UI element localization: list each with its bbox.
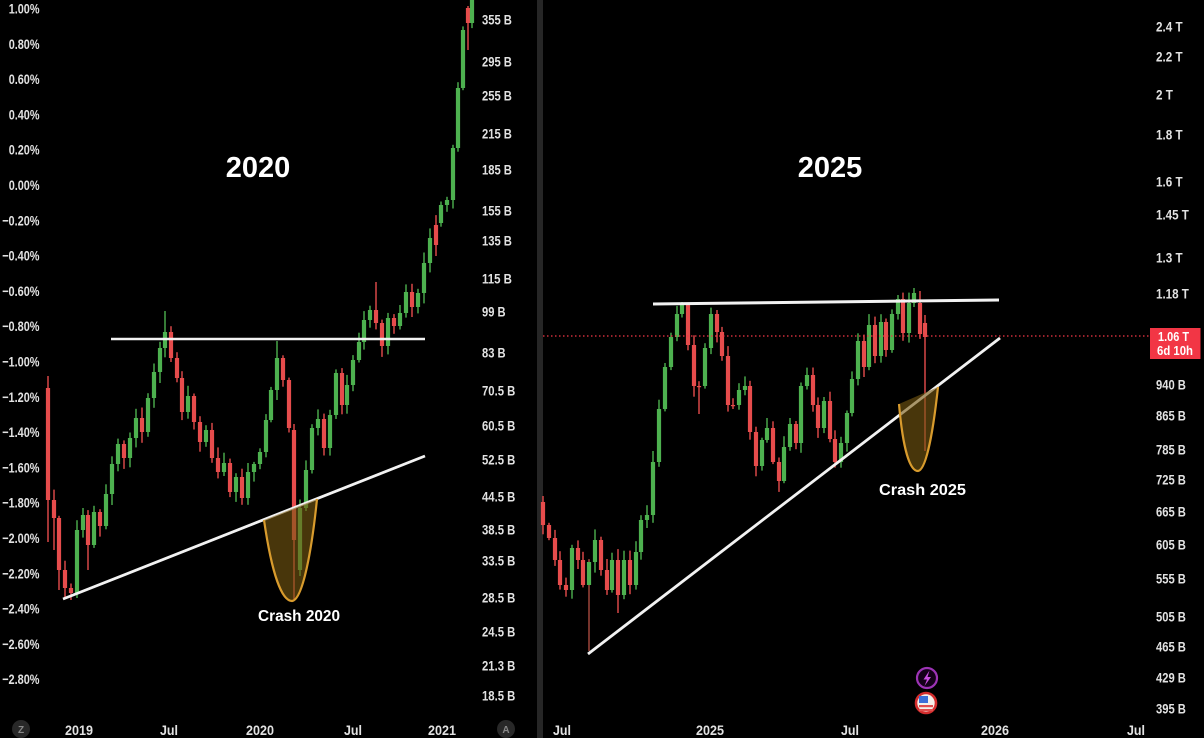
svg-text:0.20%: 0.20% bbox=[9, 142, 40, 158]
svg-text:2 T: 2 T bbox=[1156, 87, 1173, 103]
svg-text:−1.40%: −1.40% bbox=[2, 424, 40, 440]
svg-text:−2.40%: −2.40% bbox=[2, 601, 40, 617]
svg-text:2026: 2026 bbox=[981, 722, 1009, 738]
svg-text:1.00%: 1.00% bbox=[9, 1, 40, 17]
svg-text:2020: 2020 bbox=[246, 722, 274, 738]
svg-text:605 B: 605 B bbox=[1156, 537, 1186, 553]
svg-text:2019: 2019 bbox=[65, 722, 93, 738]
svg-text:24.5 B: 24.5 B bbox=[482, 624, 515, 640]
svg-text:1.06 T: 1.06 T bbox=[1158, 329, 1189, 344]
svg-text:465 B: 465 B bbox=[1156, 639, 1186, 655]
svg-text:6d 10h: 6d 10h bbox=[1157, 343, 1193, 358]
svg-text:0.40%: 0.40% bbox=[9, 106, 40, 122]
svg-text:1.6 T: 1.6 T bbox=[1156, 174, 1183, 190]
svg-text:−2.20%: −2.20% bbox=[2, 565, 40, 581]
svg-text:21.3 B: 21.3 B bbox=[482, 658, 515, 674]
svg-text:2.2 T: 2.2 T bbox=[1156, 49, 1183, 65]
svg-text:Crash 2025: Crash 2025 bbox=[879, 482, 966, 499]
svg-text:−0.60%: −0.60% bbox=[2, 283, 40, 299]
svg-text:38.5 B: 38.5 B bbox=[482, 522, 515, 538]
svg-text:−2.80%: −2.80% bbox=[2, 671, 40, 687]
svg-text:115 B: 115 B bbox=[482, 271, 512, 287]
svg-text:Jul: Jul bbox=[160, 722, 178, 738]
svg-text:28.5 B: 28.5 B bbox=[482, 590, 515, 606]
svg-text:−1.60%: −1.60% bbox=[2, 459, 40, 475]
svg-text:−2.00%: −2.00% bbox=[2, 530, 40, 546]
svg-text:Crash 2020: Crash 2020 bbox=[258, 608, 340, 625]
svg-text:155 B: 155 B bbox=[482, 203, 512, 219]
svg-text:505 B: 505 B bbox=[1156, 609, 1186, 625]
svg-text:Jul: Jul bbox=[553, 722, 571, 738]
svg-text:A: A bbox=[502, 725, 509, 736]
svg-text:18.5 B: 18.5 B bbox=[482, 688, 515, 704]
svg-text:1.8 T: 1.8 T bbox=[1156, 127, 1183, 143]
svg-text:0.80%: 0.80% bbox=[9, 36, 40, 52]
svg-text:185 B: 185 B bbox=[482, 162, 512, 178]
svg-text:−1.00%: −1.00% bbox=[2, 354, 40, 370]
svg-text:−0.20%: −0.20% bbox=[2, 212, 40, 228]
svg-text:52.5 B: 52.5 B bbox=[482, 452, 515, 468]
svg-text:295 B: 295 B bbox=[482, 54, 512, 70]
svg-text:−0.80%: −0.80% bbox=[2, 318, 40, 334]
svg-text:−1.20%: −1.20% bbox=[2, 389, 40, 405]
svg-text:135 B: 135 B bbox=[482, 233, 512, 249]
svg-text:2025: 2025 bbox=[696, 722, 724, 738]
svg-text:Jul: Jul bbox=[841, 722, 859, 738]
svg-text:70.5 B: 70.5 B bbox=[482, 383, 515, 399]
svg-text:429 B: 429 B bbox=[1156, 670, 1186, 686]
svg-text:665 B: 665 B bbox=[1156, 504, 1186, 520]
svg-text:865 B: 865 B bbox=[1156, 408, 1186, 424]
svg-text:2025: 2025 bbox=[798, 152, 863, 184]
svg-text:725 B: 725 B bbox=[1156, 472, 1186, 488]
svg-text:44.5 B: 44.5 B bbox=[482, 489, 515, 505]
svg-text:2.4 T: 2.4 T bbox=[1156, 19, 1183, 35]
svg-text:60.5 B: 60.5 B bbox=[482, 418, 515, 434]
svg-text:0.00%: 0.00% bbox=[9, 177, 40, 193]
svg-text:395 B: 395 B bbox=[1156, 701, 1186, 717]
svg-text:−0.40%: −0.40% bbox=[2, 248, 40, 264]
svg-text:99 B: 99 B bbox=[482, 304, 506, 320]
svg-text:83 B: 83 B bbox=[482, 345, 506, 361]
svg-text:1.45 T: 1.45 T bbox=[1156, 207, 1189, 223]
svg-text:33.5 B: 33.5 B bbox=[482, 553, 515, 569]
svg-text:215 B: 215 B bbox=[482, 126, 512, 142]
svg-text:1.3 T: 1.3 T bbox=[1156, 250, 1183, 266]
svg-text:Jul: Jul bbox=[1127, 722, 1145, 738]
svg-text:555 B: 555 B bbox=[1156, 571, 1186, 587]
svg-text:940 B: 940 B bbox=[1156, 377, 1186, 393]
svg-text:0.60%: 0.60% bbox=[9, 71, 40, 87]
svg-text:2021: 2021 bbox=[428, 722, 456, 738]
svg-text:−2.60%: −2.60% bbox=[2, 636, 40, 652]
svg-text:Jul: Jul bbox=[344, 722, 362, 738]
svg-text:355 B: 355 B bbox=[482, 12, 512, 28]
svg-text:1.18 T: 1.18 T bbox=[1156, 286, 1189, 302]
svg-text:785 B: 785 B bbox=[1156, 442, 1186, 458]
svg-text:Z: Z bbox=[18, 725, 24, 736]
svg-text:255 B: 255 B bbox=[482, 88, 512, 104]
svg-text:2020: 2020 bbox=[226, 152, 291, 184]
svg-text:−1.80%: −1.80% bbox=[2, 495, 40, 511]
